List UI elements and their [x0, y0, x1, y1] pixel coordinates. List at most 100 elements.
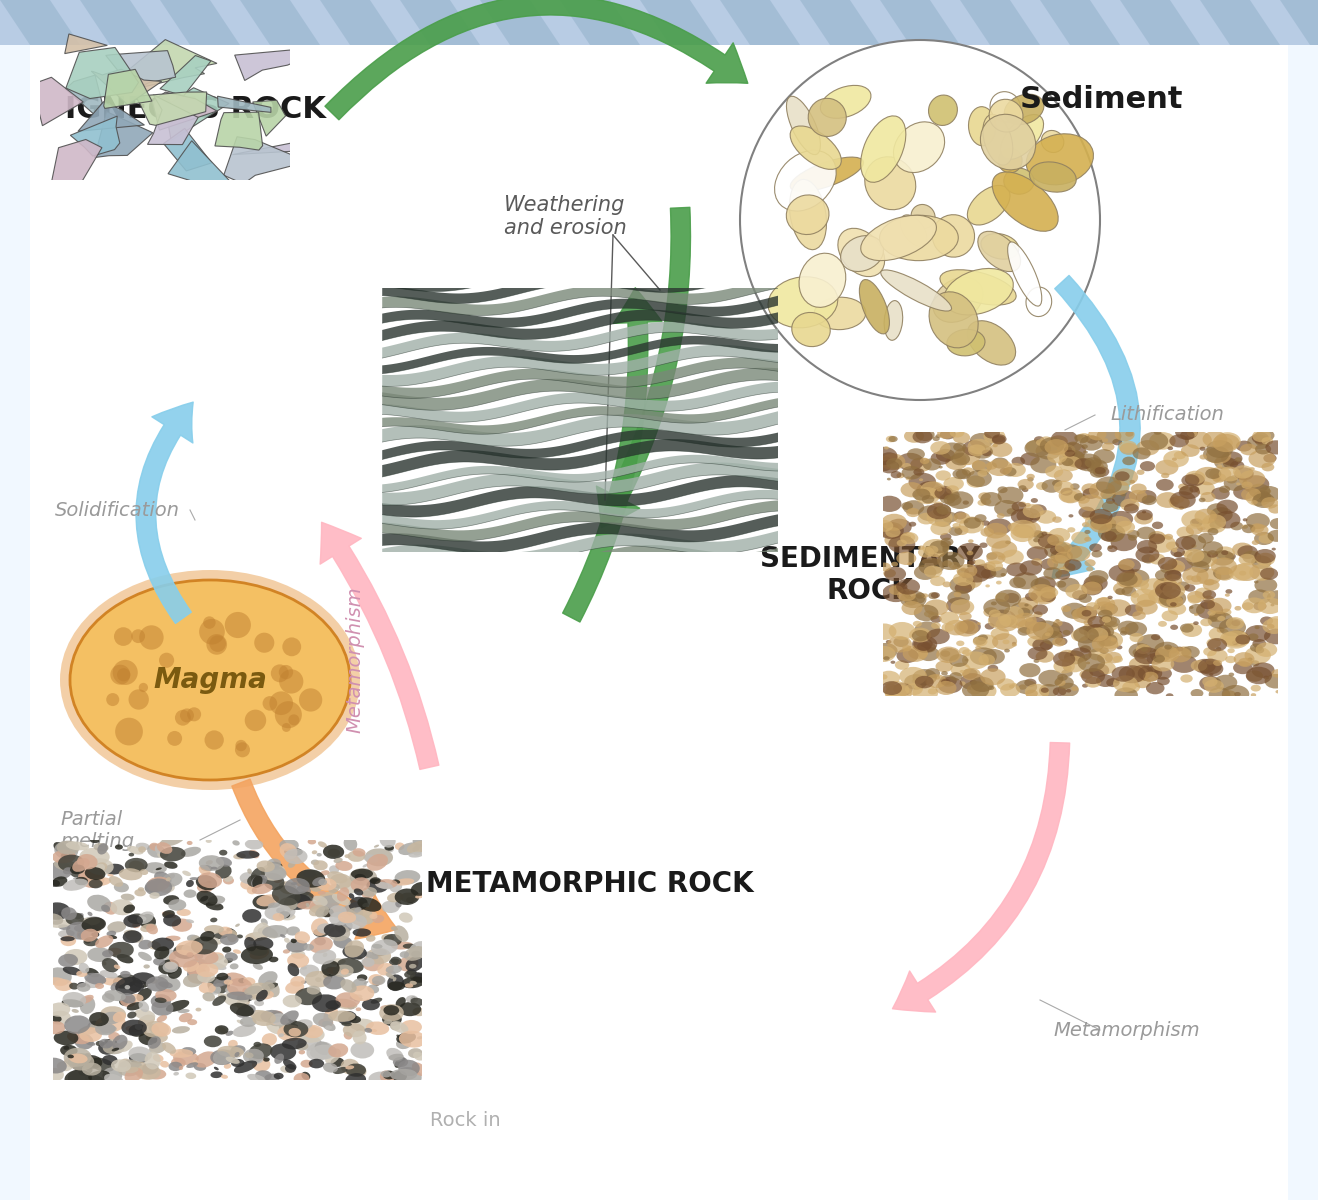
Circle shape — [1056, 581, 1066, 588]
Ellipse shape — [250, 866, 265, 882]
Circle shape — [917, 647, 940, 661]
Circle shape — [1004, 593, 1019, 604]
Circle shape — [909, 628, 932, 642]
Circle shape — [1166, 694, 1173, 698]
Ellipse shape — [332, 894, 351, 906]
Circle shape — [1097, 674, 1115, 688]
Circle shape — [931, 522, 952, 535]
Circle shape — [1012, 643, 1017, 647]
Circle shape — [1066, 546, 1090, 562]
Circle shape — [1223, 690, 1236, 700]
Circle shape — [1207, 528, 1218, 535]
Circle shape — [882, 584, 909, 602]
Ellipse shape — [319, 907, 333, 917]
Circle shape — [936, 647, 961, 664]
Ellipse shape — [320, 970, 330, 974]
Circle shape — [1053, 686, 1066, 696]
Ellipse shape — [413, 1051, 424, 1061]
FancyArrowPatch shape — [892, 743, 1070, 1012]
Circle shape — [945, 620, 967, 635]
Ellipse shape — [387, 974, 405, 991]
Circle shape — [1222, 685, 1249, 703]
Circle shape — [1180, 506, 1184, 510]
Ellipse shape — [362, 955, 384, 971]
Ellipse shape — [376, 880, 398, 888]
Circle shape — [882, 514, 907, 530]
Circle shape — [998, 486, 1008, 493]
Ellipse shape — [390, 1021, 401, 1031]
Ellipse shape — [268, 1015, 286, 1026]
Circle shape — [879, 463, 891, 472]
Ellipse shape — [357, 898, 381, 912]
Circle shape — [962, 500, 969, 505]
Circle shape — [1228, 672, 1234, 677]
Circle shape — [1157, 557, 1177, 570]
Polygon shape — [1120, 0, 1199, 44]
Ellipse shape — [349, 917, 366, 923]
Ellipse shape — [45, 913, 63, 925]
Circle shape — [973, 637, 987, 647]
Circle shape — [905, 476, 911, 480]
Circle shape — [1155, 582, 1181, 599]
Ellipse shape — [129, 994, 144, 1002]
Ellipse shape — [98, 1042, 116, 1055]
Ellipse shape — [84, 973, 107, 985]
Ellipse shape — [289, 1028, 301, 1037]
Ellipse shape — [282, 995, 302, 1008]
Ellipse shape — [140, 869, 148, 875]
Circle shape — [1111, 666, 1135, 682]
Ellipse shape — [248, 875, 262, 887]
Ellipse shape — [337, 958, 364, 973]
Ellipse shape — [198, 872, 221, 888]
Circle shape — [1048, 450, 1068, 463]
Ellipse shape — [261, 918, 268, 925]
Ellipse shape — [395, 997, 406, 1008]
Ellipse shape — [128, 913, 146, 924]
Circle shape — [982, 521, 990, 526]
Circle shape — [904, 596, 917, 606]
Circle shape — [1095, 467, 1106, 474]
Circle shape — [1223, 458, 1238, 468]
Ellipse shape — [405, 971, 415, 978]
Circle shape — [1033, 620, 1060, 638]
Circle shape — [1066, 689, 1072, 692]
Ellipse shape — [152, 1022, 171, 1037]
Ellipse shape — [79, 847, 109, 865]
Circle shape — [1083, 450, 1087, 454]
Ellipse shape — [344, 836, 357, 851]
Circle shape — [1181, 674, 1193, 683]
Circle shape — [886, 436, 896, 443]
Circle shape — [1162, 583, 1185, 598]
Polygon shape — [1280, 0, 1318, 44]
Circle shape — [920, 457, 929, 464]
Ellipse shape — [349, 985, 374, 1001]
Circle shape — [1115, 688, 1137, 703]
Ellipse shape — [333, 936, 352, 948]
Circle shape — [1086, 661, 1090, 665]
Circle shape — [985, 428, 1000, 438]
Circle shape — [1255, 532, 1273, 545]
Ellipse shape — [336, 992, 360, 1008]
Circle shape — [1036, 482, 1048, 490]
Ellipse shape — [132, 922, 141, 928]
Circle shape — [1007, 508, 1016, 515]
Circle shape — [1256, 430, 1275, 442]
Ellipse shape — [211, 1072, 223, 1078]
Ellipse shape — [297, 870, 326, 888]
Circle shape — [921, 593, 928, 598]
Circle shape — [167, 731, 182, 746]
Ellipse shape — [330, 905, 347, 918]
Ellipse shape — [265, 983, 278, 989]
Circle shape — [1052, 558, 1061, 564]
Circle shape — [924, 611, 934, 617]
Ellipse shape — [243, 1049, 264, 1063]
Ellipse shape — [129, 1054, 148, 1063]
Circle shape — [960, 673, 986, 690]
Circle shape — [1085, 514, 1110, 529]
Circle shape — [1164, 450, 1189, 467]
Ellipse shape — [339, 918, 349, 923]
Ellipse shape — [295, 931, 310, 943]
Circle shape — [1249, 564, 1275, 581]
Circle shape — [1089, 481, 1115, 499]
FancyArrowPatch shape — [232, 779, 397, 940]
